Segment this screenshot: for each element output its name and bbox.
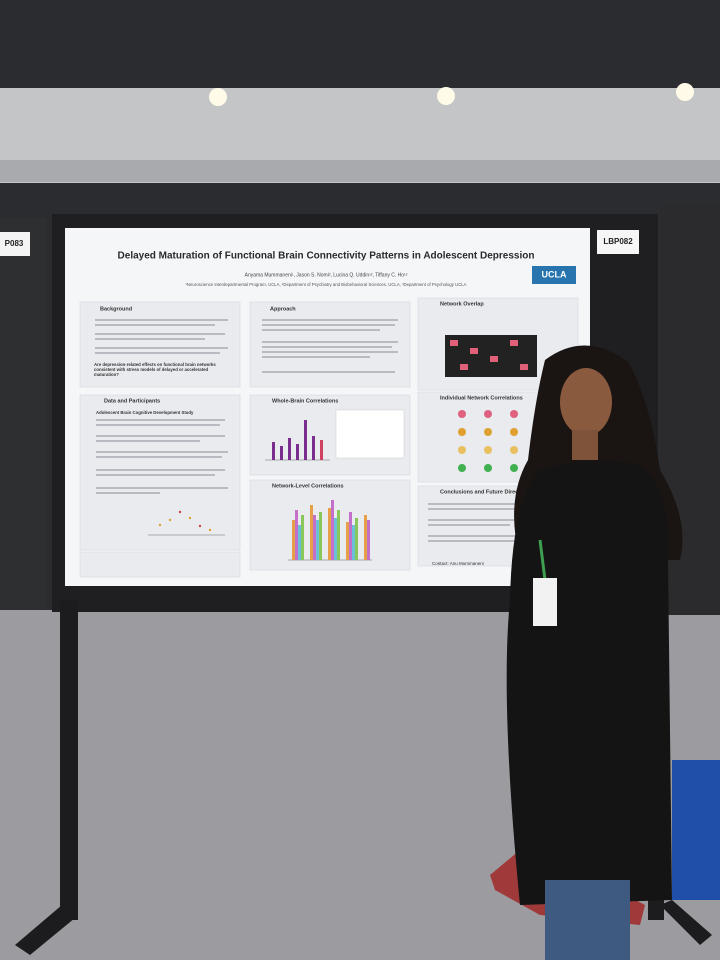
board-label-text: LBP082 xyxy=(603,237,633,246)
left-board xyxy=(0,218,46,610)
section-heading: Individual Network Correlations xyxy=(440,395,523,401)
heatmap-cells xyxy=(450,340,528,370)
logo xyxy=(532,266,576,284)
light xyxy=(437,87,455,105)
logo-text: UCLA xyxy=(542,269,567,279)
board-label xyxy=(597,230,639,254)
blue-bag xyxy=(672,760,720,900)
references xyxy=(79,551,241,578)
section-heading: Approach xyxy=(270,306,296,312)
brain-thumbnails xyxy=(458,410,518,472)
section xyxy=(249,301,411,388)
section-heading: Network-Level Correlations xyxy=(272,483,344,489)
section xyxy=(79,301,241,388)
bar-thumbnail xyxy=(265,420,330,461)
frame-leg xyxy=(60,600,78,920)
section-heading: Network Overlap xyxy=(440,301,484,307)
scatter-thumbnail xyxy=(148,510,225,536)
contact: Contact: Anu Mummaneni xyxy=(432,561,484,566)
question-text: Are depression-related effects on functi… xyxy=(94,362,216,378)
body-text xyxy=(95,319,228,354)
section-heading: Data and Participants xyxy=(104,398,160,404)
face xyxy=(560,368,612,436)
light xyxy=(676,83,694,101)
frame-foot xyxy=(660,900,712,945)
section-heading: Whole-Brain Correlations xyxy=(272,398,338,404)
table-thumbnail xyxy=(335,409,405,459)
affiliations: ¹Neuroscience Interdepartmental Program,… xyxy=(185,282,466,287)
body-text xyxy=(428,503,520,542)
badge xyxy=(533,578,557,626)
section-heading: Background xyxy=(100,306,132,312)
grouped-bar-thumbnail xyxy=(288,500,372,561)
beam-edge xyxy=(0,160,720,182)
neck xyxy=(572,430,598,460)
lanyard xyxy=(538,539,547,581)
body-text xyxy=(96,419,228,494)
board-label xyxy=(0,232,30,256)
authors: Anyama Mummaneni¹, Jason S. Nomi², Lucin… xyxy=(245,272,408,278)
poster-title: Delayed Maturation of Functional Brain C… xyxy=(118,251,535,262)
light xyxy=(209,88,227,106)
body-text xyxy=(262,319,398,373)
question: Are depression-related effects on functi… xyxy=(94,362,216,378)
section-heading: Conclusions and Future Directions xyxy=(440,489,531,495)
frame-foot xyxy=(15,905,75,955)
section xyxy=(79,394,241,551)
coat xyxy=(506,461,672,905)
jeans xyxy=(545,880,630,960)
study-name: Adolescent Brain Cognitive Development S… xyxy=(96,410,194,415)
board-label-text: P083 xyxy=(5,239,24,248)
